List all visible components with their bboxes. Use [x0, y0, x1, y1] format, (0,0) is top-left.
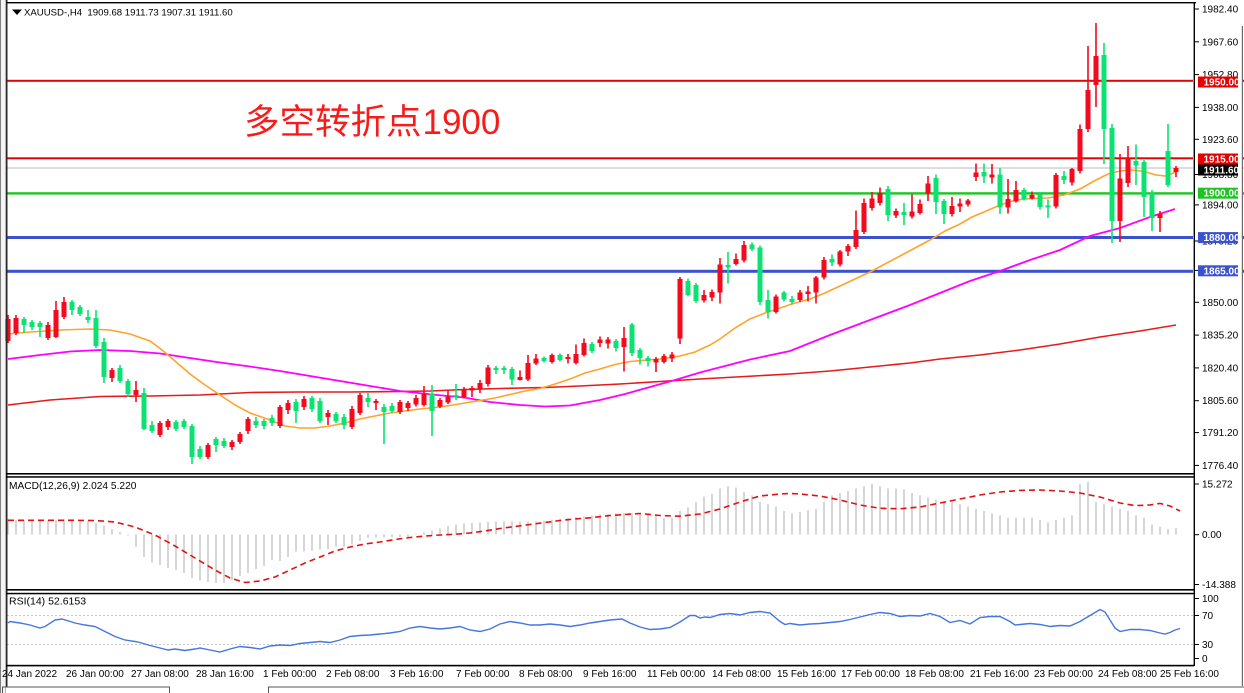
svg-text:1967.60: 1967.60 — [1202, 37, 1239, 48]
svg-text:1915.00: 1915.00 — [1204, 155, 1241, 166]
svg-text:1791.20: 1791.20 — [1202, 428, 1239, 439]
svg-text:23 Feb 00:00: 23 Feb 00:00 — [1034, 669, 1093, 680]
svg-text:1900.00: 1900.00 — [1204, 189, 1241, 200]
svg-text:XAUUSD-,H4 1909.68 1911.73 19: XAUUSD-,H4 1909.68 1911.73 1907.31 1911.… — [24, 8, 233, 19]
svg-text:17 Feb 00:00: 17 Feb 00:00 — [841, 669, 900, 680]
svg-text:1938.00: 1938.00 — [1202, 103, 1239, 114]
svg-text:1911.60: 1911.60 — [1204, 166, 1240, 177]
svg-text:3 Feb 16:00: 3 Feb 16:00 — [390, 669, 444, 680]
svg-text:0: 0 — [1202, 654, 1208, 665]
svg-text:25 Feb 16:00: 25 Feb 16:00 — [1160, 669, 1219, 680]
svg-text:-14.388: -14.388 — [1202, 580, 1236, 591]
svg-text:1982.40: 1982.40 — [1202, 5, 1239, 16]
svg-text:7 Feb 00:00: 7 Feb 00:00 — [456, 669, 510, 680]
svg-text:15 Feb 16:00: 15 Feb 16:00 — [777, 669, 836, 680]
svg-text:24 Jan 2022: 24 Jan 2022 — [2, 669, 57, 680]
svg-text:0.00: 0.00 — [1202, 530, 1222, 541]
svg-text:14 Feb 08:00: 14 Feb 08:00 — [712, 669, 771, 680]
svg-text:28 Jan 16:00: 28 Jan 16:00 — [196, 669, 254, 680]
svg-text:1835.20: 1835.20 — [1202, 331, 1239, 342]
svg-text:2 Feb 08:00: 2 Feb 08:00 — [326, 669, 380, 680]
svg-text:9 Feb 16:00: 9 Feb 16:00 — [583, 669, 637, 680]
svg-text:1950.00: 1950.00 — [1204, 78, 1241, 89]
svg-text:1865.00: 1865.00 — [1204, 266, 1241, 277]
svg-text:24 Feb 08:00: 24 Feb 08:00 — [1098, 669, 1157, 680]
svg-text:MACD(12,26,9) 2.024 5.220: MACD(12,26,9) 2.024 5.220 — [9, 481, 137, 492]
svg-text:1923.60: 1923.60 — [1202, 135, 1239, 146]
svg-text:100: 100 — [1202, 594, 1219, 605]
svg-text:30: 30 — [1202, 640, 1214, 651]
svg-text:1894.00: 1894.00 — [1202, 200, 1239, 211]
svg-text:15.272: 15.272 — [1202, 480, 1233, 491]
svg-text:18 Feb 08:00: 18 Feb 08:00 — [905, 669, 964, 680]
svg-text:1 Feb 00:00: 1 Feb 00:00 — [263, 669, 317, 680]
svg-text:70: 70 — [1202, 611, 1214, 622]
svg-text:21 Feb 16:00: 21 Feb 16:00 — [970, 669, 1029, 680]
svg-text:1952.80: 1952.80 — [1202, 70, 1239, 81]
svg-text:1776.40: 1776.40 — [1202, 461, 1239, 472]
svg-text:1850.00: 1850.00 — [1202, 298, 1239, 309]
svg-text:1900: 1900 — [423, 103, 501, 142]
svg-text:26 Jan 00:00: 26 Jan 00:00 — [66, 669, 124, 680]
svg-text:1805.60: 1805.60 — [1202, 396, 1239, 407]
svg-text:8 Feb 08:00: 8 Feb 08:00 — [519, 669, 573, 680]
svg-text:27 Jan 08:00: 27 Jan 08:00 — [131, 669, 189, 680]
svg-text:1880.00: 1880.00 — [1204, 233, 1241, 244]
svg-text:11 Feb 00:00: 11 Feb 00:00 — [647, 669, 706, 680]
svg-text:RSI(14) 52.6153: RSI(14) 52.6153 — [9, 596, 86, 608]
svg-text:1820.40: 1820.40 — [1202, 363, 1239, 374]
